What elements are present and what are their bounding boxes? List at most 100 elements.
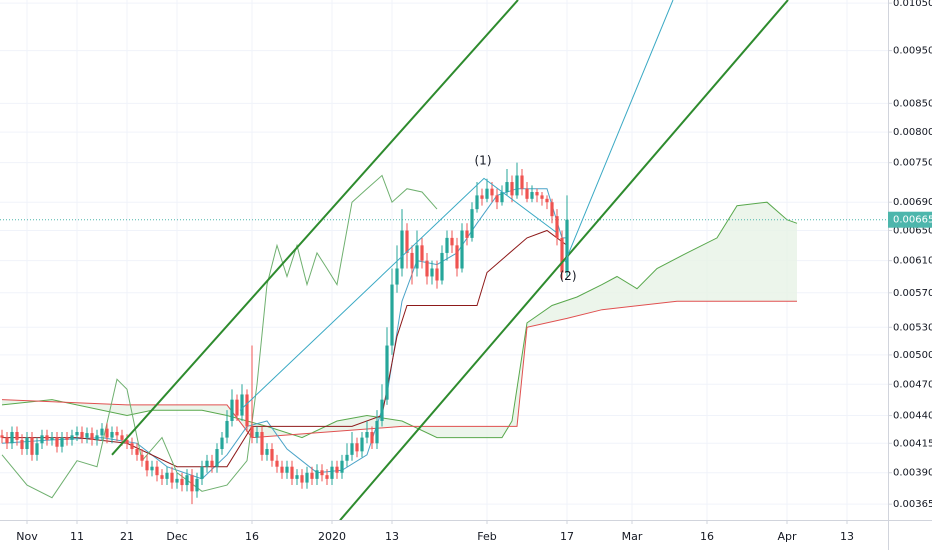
candle-body [275,460,279,467]
candle-body [320,470,324,476]
candle-body [485,188,489,199]
candle-body [355,443,359,452]
candle-body [500,192,504,203]
x-tick-label: Mar [622,530,643,543]
x-tick-label: 13 [840,530,854,543]
candle-body [450,237,454,246]
candle-body [50,437,54,440]
candle-body [510,182,514,196]
candle-body [375,420,379,444]
candle-body [520,175,524,189]
candle-body [315,470,319,479]
candle-body [235,399,239,416]
candle-body [470,209,474,238]
x-tick-label: Nov [16,530,38,543]
candle-body [20,439,24,450]
candle-body [220,437,224,450]
candle-body [365,431,369,438]
candle-body [240,394,244,416]
x-tick-label: Dec [166,530,187,543]
trend-line [111,0,519,456]
candle-body [340,460,344,473]
candle-body [335,466,339,473]
candle-body [70,435,74,440]
plot-area: (1) (2) [0,0,888,521]
wave-label: (1) [475,153,492,167]
candle-body [0,435,4,438]
candle-body [85,433,89,438]
candle-body [250,426,254,438]
candle-body [90,433,94,440]
candle-body [105,428,109,438]
candle-body [115,431,119,436]
candle-body [540,195,544,199]
candle-body [370,431,374,444]
x-tick-label: Feb [477,530,496,543]
candle-body [165,472,169,479]
candle-body [185,475,189,486]
candle-body [190,475,194,492]
candle-body [495,195,499,203]
candle-body [350,443,354,455]
candle-body [430,268,434,277]
candle-body [530,192,534,199]
candle-body [140,454,144,461]
candle-body [30,437,34,455]
last-price-badge [888,211,932,228]
candle-body [160,475,164,479]
trend-line [339,0,789,521]
candle-body [330,466,334,479]
candle-body [100,428,104,436]
last-price-label: 0.006650 [893,215,932,226]
candle-body [515,175,519,196]
candle-body [200,466,204,479]
candle-body [95,435,99,440]
x-tick-label: 13 [385,530,399,543]
candle-body [80,431,84,438]
candle-body [445,237,449,253]
candle-body [310,472,314,479]
candle-body [295,475,299,479]
candle-body [480,195,484,199]
candle-body [60,437,64,447]
candle-body [390,284,394,346]
wave-label: (2) [560,269,577,283]
candle-body [110,431,114,438]
candle-body [230,399,234,421]
candle-body [460,230,464,269]
candle-body [255,431,259,438]
candle-body [420,245,424,261]
candle-body [5,437,9,444]
candle-body [175,478,179,483]
indicator-line [2,229,568,468]
candle-body [210,460,214,467]
candle-body [135,449,139,455]
candle-body [560,237,564,273]
candle-body [270,449,274,461]
candle-body [325,475,329,479]
x-tick-label: 16 [700,530,714,543]
candle-body [45,435,49,440]
candle-body [265,449,269,455]
candle-body [405,230,409,253]
candle-body [440,252,444,281]
candle-body [410,252,414,269]
cloud-span [1,300,797,439]
candle-body [400,230,404,269]
candle-body [65,437,69,440]
